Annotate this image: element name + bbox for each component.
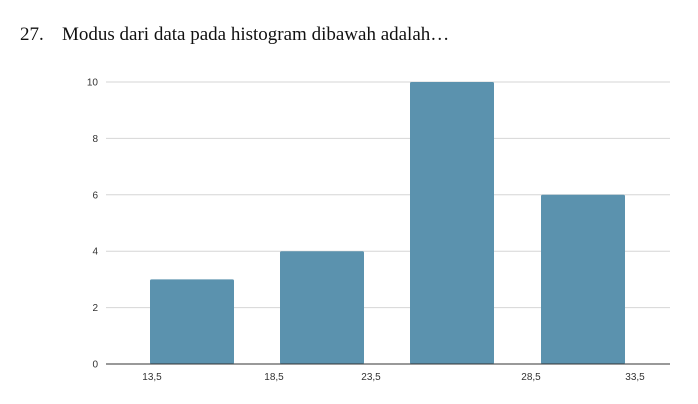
x-tick-label-0: 13,5 — [142, 372, 162, 383]
question: 27. Modus dari data pada histogram dibawa… — [20, 24, 449, 46]
y-tick-label-1: 2 — [92, 303, 98, 314]
bar-3 — [410, 82, 494, 364]
x-tick-label-3: 28,5 — [521, 372, 541, 383]
question-number: 27. — [20, 24, 44, 45]
x-tick-label-2: 23,5 — [361, 372, 381, 383]
y-tick-label-2: 4 — [92, 247, 98, 258]
y-tick-label-0: 0 — [92, 360, 98, 371]
x-tick-label-1: 18,5 — [264, 372, 284, 383]
y-tick-label-5: 10 — [87, 78, 99, 89]
bar-4 — [541, 194, 625, 364]
bar-1 — [150, 279, 234, 364]
question-text: Modus dari data pada histogram dibawah a… — [62, 24, 450, 45]
x-tick-label-4: 33,5 — [625, 372, 645, 383]
y-tick-label-4: 8 — [92, 134, 98, 145]
bar-2 — [280, 251, 364, 364]
y-tick-label-3: 6 — [92, 190, 98, 201]
